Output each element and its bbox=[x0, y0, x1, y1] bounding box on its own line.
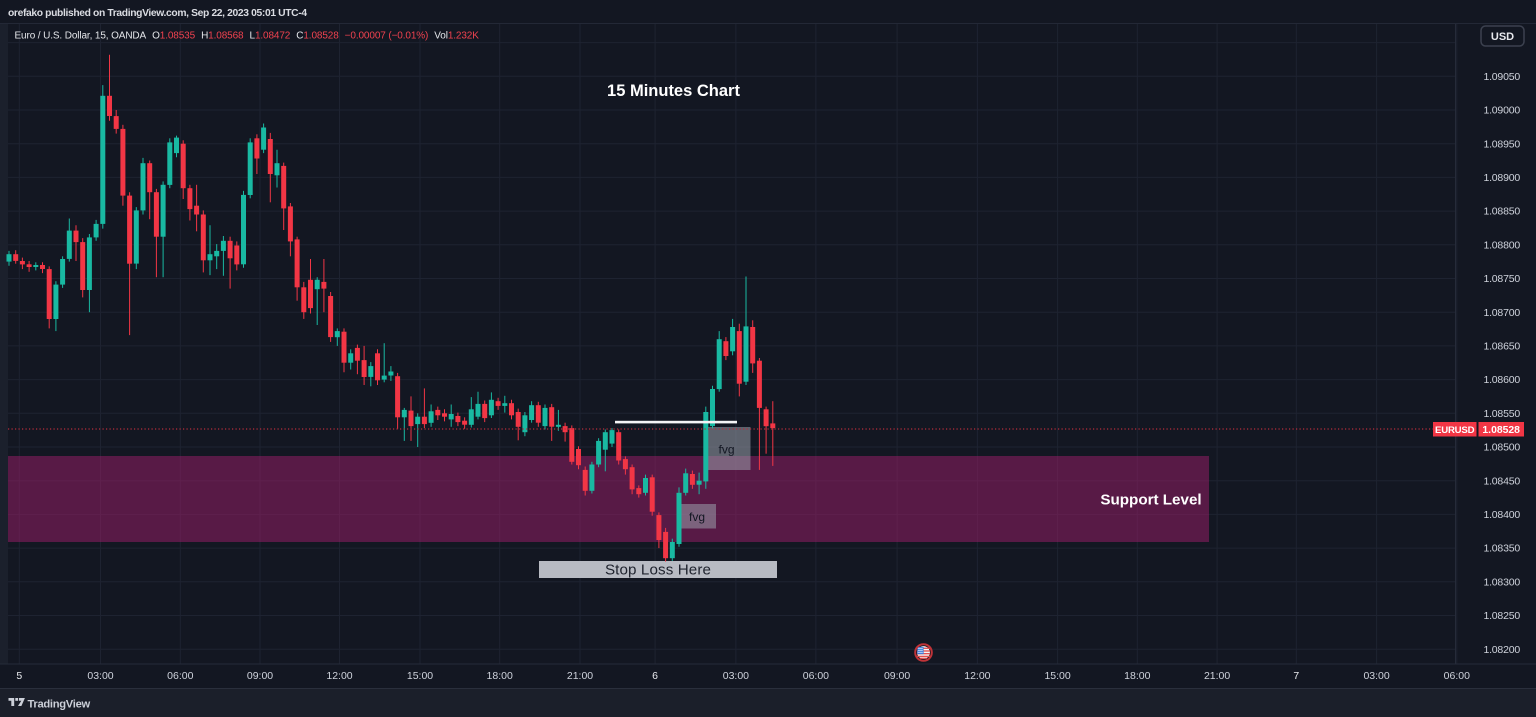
svg-text:Stop Loss Here: Stop Loss Here bbox=[605, 562, 711, 579]
svg-text:1.08550: 1.08550 bbox=[1483, 408, 1520, 420]
svg-text:1.08300: 1.08300 bbox=[1483, 576, 1520, 588]
svg-text:5: 5 bbox=[16, 670, 22, 682]
svg-text:1.08350: 1.08350 bbox=[1483, 543, 1520, 555]
svg-text:Support Level: Support Level bbox=[1100, 492, 1201, 509]
svg-text:1.08850: 1.08850 bbox=[1483, 206, 1520, 218]
svg-text:15 Minutes Chart: 15 Minutes Chart bbox=[607, 82, 740, 100]
svg-text:03:00: 03:00 bbox=[87, 670, 113, 682]
svg-text:1.08700: 1.08700 bbox=[1483, 307, 1520, 319]
svg-text:12:00: 12:00 bbox=[326, 670, 352, 682]
svg-text:15:00: 15:00 bbox=[1044, 670, 1070, 682]
svg-text:1.08750: 1.08750 bbox=[1483, 273, 1520, 285]
svg-text:1.08500: 1.08500 bbox=[1483, 442, 1520, 454]
svg-text:1.08600: 1.08600 bbox=[1483, 374, 1520, 386]
svg-text:12:00: 12:00 bbox=[964, 670, 990, 682]
svg-text:1.09050: 1.09050 bbox=[1483, 71, 1520, 83]
svg-text:18:00: 18:00 bbox=[487, 670, 513, 682]
svg-text:21:00: 21:00 bbox=[567, 670, 593, 682]
svg-text:1.08528: 1.08528 bbox=[1482, 425, 1520, 436]
svg-text:06:00: 06:00 bbox=[803, 670, 829, 682]
svg-text:09:00: 09:00 bbox=[884, 670, 910, 682]
svg-text:03:00: 03:00 bbox=[723, 670, 749, 682]
svg-text:1.08450: 1.08450 bbox=[1483, 475, 1520, 487]
svg-text:1.08900: 1.08900 bbox=[1483, 172, 1520, 184]
svg-text:1.08200: 1.08200 bbox=[1483, 644, 1520, 656]
svg-text:06:00: 06:00 bbox=[1444, 670, 1470, 682]
svg-text:1.08250: 1.08250 bbox=[1483, 610, 1520, 622]
svg-text:6: 6 bbox=[652, 670, 658, 682]
svg-text:03:00: 03:00 bbox=[1363, 670, 1389, 682]
svg-text:1.08950: 1.08950 bbox=[1483, 138, 1520, 150]
svg-text:1.08400: 1.08400 bbox=[1483, 509, 1520, 521]
svg-text:TradingView: TradingView bbox=[28, 699, 91, 711]
svg-text:21:00: 21:00 bbox=[1204, 670, 1230, 682]
svg-text:1.09000: 1.09000 bbox=[1483, 105, 1520, 117]
svg-text:18:00: 18:00 bbox=[1124, 670, 1150, 682]
svg-text:09:00: 09:00 bbox=[247, 670, 273, 682]
svg-text:06:00: 06:00 bbox=[167, 670, 193, 682]
svg-text:1.08800: 1.08800 bbox=[1483, 239, 1520, 251]
svg-text:EURUSD: EURUSD bbox=[1435, 425, 1475, 436]
svg-text:fvg: fvg bbox=[689, 510, 705, 524]
svg-text:1.08650: 1.08650 bbox=[1483, 341, 1520, 353]
svg-text:fvg: fvg bbox=[718, 443, 734, 457]
svg-text:15:00: 15:00 bbox=[407, 670, 433, 682]
svg-text:USD: USD bbox=[1491, 31, 1514, 43]
svg-text:orefako published on TradingVi: orefako published on TradingView.com, Se… bbox=[8, 8, 307, 19]
svg-text:7: 7 bbox=[1293, 670, 1299, 682]
